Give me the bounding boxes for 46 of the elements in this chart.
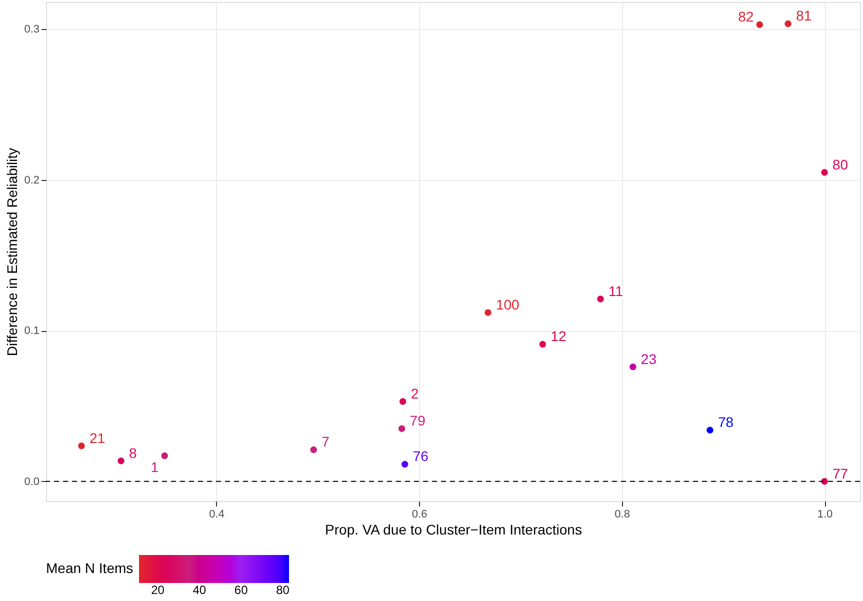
color-bar-label: 40 xyxy=(192,583,206,597)
x-tick-label: 1.0 xyxy=(817,508,833,520)
annotation: 11 xyxy=(608,282,624,299)
point xyxy=(398,425,406,432)
annotation: 78 xyxy=(718,414,734,430)
point xyxy=(78,442,85,450)
color-bar-label: 20 xyxy=(151,583,165,597)
annotation: 100 xyxy=(496,296,520,313)
point xyxy=(539,340,546,348)
point xyxy=(784,20,792,28)
annotation: 21 xyxy=(89,430,106,446)
color-bar-label: 80 xyxy=(276,583,290,597)
point xyxy=(484,309,492,316)
x-tick-label: 0.8 xyxy=(614,508,630,520)
y-tick-label: 0.3 xyxy=(24,24,40,36)
point xyxy=(630,363,636,370)
point xyxy=(118,458,124,464)
x-tick-label: 0.4 xyxy=(209,508,224,520)
y-tick-label: 0.1 xyxy=(24,325,40,338)
x-axis-title: Prop. VA due to Cluster−Item Interactions xyxy=(325,522,582,538)
color-bar-label: 60 xyxy=(234,583,248,597)
annotation: 1 xyxy=(150,458,159,475)
point xyxy=(756,21,763,28)
annotation: 81 xyxy=(796,8,812,24)
point xyxy=(310,446,317,454)
point xyxy=(821,169,828,176)
y-tick-label: 0.2 xyxy=(24,174,40,186)
color-bar-title: Mean N Items xyxy=(46,560,134,576)
point xyxy=(597,296,604,302)
point xyxy=(161,452,168,460)
annotation: 12 xyxy=(550,328,566,344)
annotation: 77 xyxy=(832,465,848,482)
annotation: 79 xyxy=(410,412,426,429)
annotation: 82 xyxy=(738,8,754,25)
annotation: 80 xyxy=(832,156,848,172)
y-axis-title: Difference in Estimated Reliability xyxy=(4,148,20,356)
annotation: 8 xyxy=(129,444,138,461)
annotation: 2 xyxy=(410,386,419,402)
x-tick-label: 0.6 xyxy=(412,508,428,520)
point xyxy=(399,398,406,405)
annotation: 7 xyxy=(322,434,330,450)
annotation: 23 xyxy=(640,350,657,367)
y-tick-label: 0.0 xyxy=(24,476,40,488)
annotation: 76 xyxy=(412,448,429,464)
point xyxy=(401,460,408,468)
point xyxy=(706,426,714,434)
